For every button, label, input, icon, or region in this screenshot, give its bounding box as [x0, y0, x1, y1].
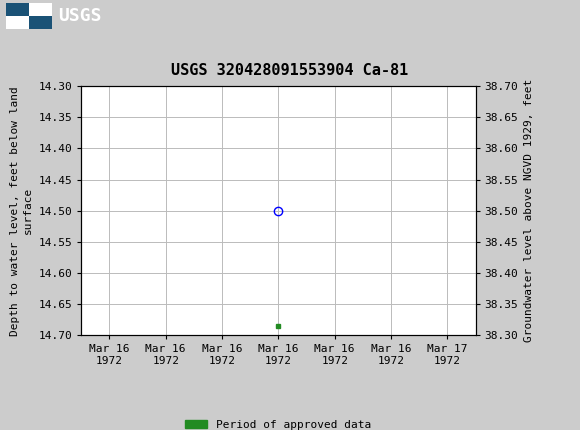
Bar — [6, 3, 29, 16]
Y-axis label: Depth to water level, feet below land
surface: Depth to water level, feet below land su… — [10, 86, 33, 335]
Legend: Period of approved data: Period of approved data — [181, 416, 376, 430]
Y-axis label: Groundwater level above NGVD 1929, feet: Groundwater level above NGVD 1929, feet — [524, 79, 534, 342]
Text: USGS: USGS — [58, 7, 102, 25]
Text: USGS 320428091553904 Ca-81: USGS 320428091553904 Ca-81 — [171, 64, 409, 78]
Bar — [29, 16, 52, 29]
Bar — [6, 3, 52, 29]
Bar — [6, 16, 29, 29]
Bar — [29, 3, 52, 16]
